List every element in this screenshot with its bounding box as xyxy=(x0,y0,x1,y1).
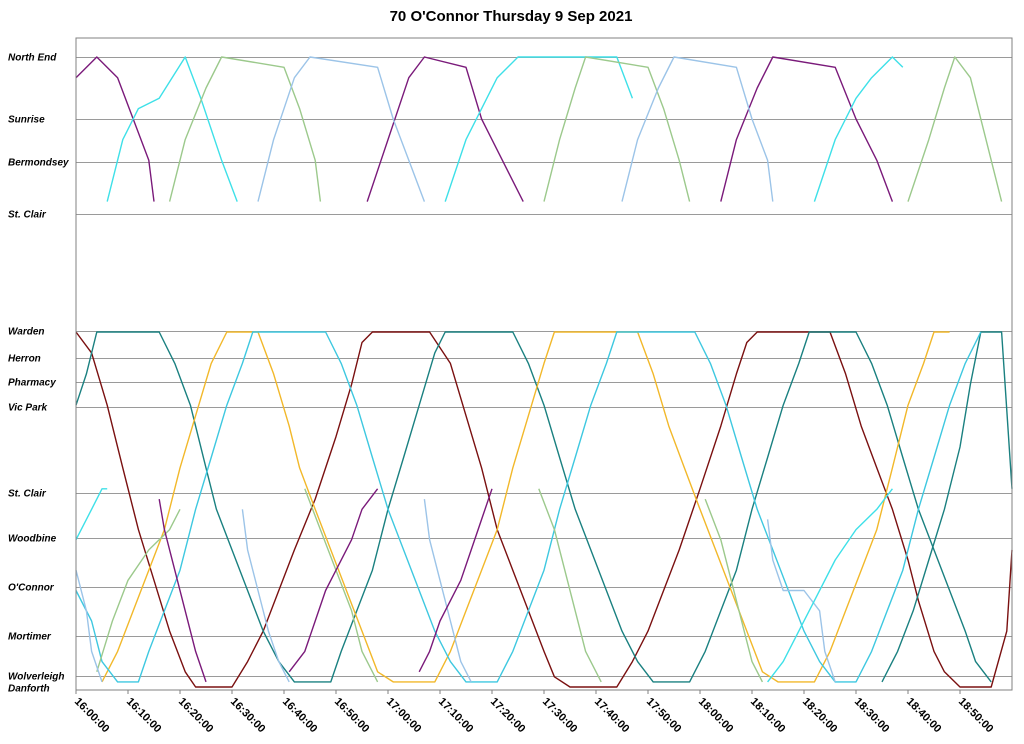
x-tick-label-1: 16:10:00 xyxy=(124,696,164,736)
stop-label-9: Woodbine xyxy=(8,534,57,545)
stop-label-11: Mortimer xyxy=(8,632,52,643)
trip-line-10 xyxy=(621,56,774,202)
trip-line-28 xyxy=(767,488,893,683)
time-axis-labels: 16:00:00 16:10:00 16:20:00 16:30:00 16:40:00… xyxy=(72,690,996,735)
trip-line-19 xyxy=(538,488,602,683)
trip-line-14 xyxy=(101,331,950,683)
trip-line-21 xyxy=(75,570,103,683)
trip-line-18 xyxy=(304,488,379,683)
stop-label-4: Warden xyxy=(8,327,45,338)
x-tick-label-9: 17:30:00 xyxy=(540,696,580,736)
trip-line-25 xyxy=(158,498,207,683)
stop-label-0: North End xyxy=(8,53,57,64)
x-tick-label-10: 17:40:00 xyxy=(592,696,632,736)
stop-label-13: Danforth xyxy=(8,684,50,695)
trip-line-3 xyxy=(106,56,238,202)
trip-line-6 xyxy=(168,56,322,202)
x-tick-label-12: 18:00:00 xyxy=(696,696,736,736)
x-tick-label-6: 17:00:00 xyxy=(384,696,424,736)
trip-line-12 xyxy=(75,331,992,683)
trip-line-13 xyxy=(881,331,1013,683)
stop-label-8: St. Clair xyxy=(8,489,47,500)
trip-line-5 xyxy=(813,56,904,202)
trip-line-4 xyxy=(444,56,634,202)
x-tick-label-7: 17:10:00 xyxy=(436,696,476,736)
x-tick-label-8: 17:20:00 xyxy=(488,696,528,736)
trip-line-26 xyxy=(288,488,379,673)
trip-line-0 xyxy=(75,56,155,202)
chart-title: 70 O'Connor Thursday 9 Sep 2021 xyxy=(390,8,633,25)
stop-label-1: Sunrise xyxy=(8,115,45,126)
trip-line-17 xyxy=(96,508,181,673)
x-tick-label-16: 18:40:00 xyxy=(904,696,944,736)
x-tick-label-15: 18:30:00 xyxy=(852,696,892,736)
x-tick-label-3: 16:30:00 xyxy=(228,696,268,736)
x-tick-label-17: 18:50:00 xyxy=(956,696,996,736)
trip-line-2 xyxy=(720,56,894,202)
stop-label-5: Herron xyxy=(8,354,41,365)
trip-line-16 xyxy=(75,488,108,541)
stop-gridlines xyxy=(76,57,1012,677)
x-tick-label-14: 18:20:00 xyxy=(800,696,840,736)
stop-label-7: Vic Park xyxy=(8,403,48,414)
trip-lines xyxy=(75,56,1013,688)
trip-line-20 xyxy=(704,498,764,683)
x-tick-label-2: 16:20:00 xyxy=(176,696,216,736)
trip-line-22 xyxy=(241,509,290,683)
x-tick-label-0: 16:00:00 xyxy=(72,696,112,736)
trip-line-15 xyxy=(75,331,982,683)
trip-line-8 xyxy=(907,56,1003,202)
trip-line-7 xyxy=(543,56,691,202)
trip-line-23 xyxy=(423,499,472,683)
x-tick-label-13: 18:10:00 xyxy=(748,696,788,736)
x-tick-label-4: 16:40:00 xyxy=(280,696,320,736)
stop-label-3: St. Clair xyxy=(8,210,47,221)
trip-line-9 xyxy=(257,56,426,202)
stop-label-10: O'Connor xyxy=(8,583,55,594)
x-tick-label-11: 17:50:00 xyxy=(644,696,684,736)
stop-label-12: Wolverleigh xyxy=(8,672,65,683)
trip-line-24 xyxy=(766,519,836,683)
stop-label-6: Pharmacy xyxy=(8,378,56,389)
stop-labels: North End Sunrise Bermondsey St. Clair Warde… xyxy=(8,53,69,695)
trip-line-27 xyxy=(418,488,493,673)
stop-label-2: Bermondsey xyxy=(8,158,69,169)
x-tick-label-5: 16:50:00 xyxy=(332,696,372,736)
trip-line-1 xyxy=(366,56,524,202)
plot-frame xyxy=(75,37,1013,691)
trip-line-11 xyxy=(75,331,1013,688)
